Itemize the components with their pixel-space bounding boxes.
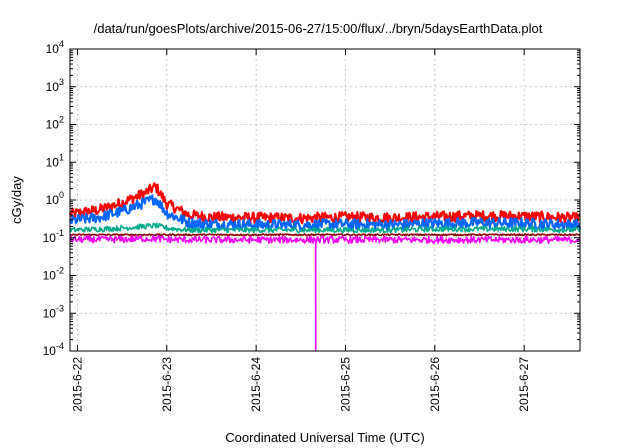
- grid: [70, 49, 580, 351]
- series-line: [69, 234, 581, 352]
- series-line: [69, 233, 581, 237]
- x-tick-label: 2015-6-26: [428, 357, 442, 412]
- series-line: [68, 182, 581, 225]
- x-axis-label: Coordinated Universal Time (UTC): [225, 430, 424, 445]
- y-axis-label: cGy/day: [9, 176, 24, 224]
- x-tick-label: 2015-6-25: [338, 357, 352, 412]
- y-tick-label: 104: [46, 39, 64, 56]
- series-line: [69, 222, 581, 234]
- y-tick-label: 10-2: [43, 266, 64, 283]
- chart-title: /data/run/goesPlots/archive/2015-06-27/1…: [94, 21, 543, 36]
- x-tick-label: 2015-6-24: [249, 357, 263, 412]
- plot-area: [68, 182, 582, 352]
- x-tick-label: 2015-6-23: [160, 357, 174, 412]
- y-tick-label: 10-1: [43, 228, 64, 245]
- y-tick-label: 103: [46, 77, 64, 94]
- y-axis: 10-4 10-3 10-2 10-1 100 101 102 103 104: [43, 39, 580, 358]
- y-tick-label: 10-4: [43, 341, 64, 358]
- y-tick-label: 10-3: [43, 303, 64, 320]
- x-axis: 2015-6-22 2015-6-23 2015-6-24 2015-6-25 2015…: [70, 49, 531, 412]
- y-tick-label: 101: [46, 152, 64, 169]
- y-tick-label: 100: [46, 190, 64, 207]
- y-tick-label: 102: [46, 115, 64, 132]
- x-tick-label: 2015-6-22: [70, 357, 84, 412]
- x-tick-label: 2015-6-27: [517, 357, 531, 412]
